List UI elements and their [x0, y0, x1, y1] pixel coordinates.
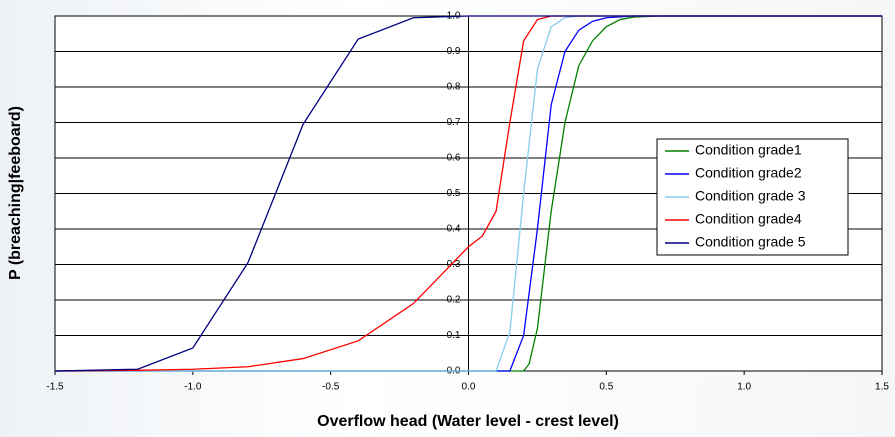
x-tick-label: 1.5 — [875, 382, 889, 393]
legend-label: Condition grade4 — [695, 211, 802, 227]
y-tick-label: 0.6 — [447, 153, 461, 164]
x-tick-label: 0.5 — [599, 382, 613, 393]
y-tick-label: 0.2 — [447, 295, 461, 306]
y-tick-label: 0.7 — [447, 117, 461, 128]
x-axis-title: Overflow head (Water level - crest level… — [317, 413, 619, 430]
legend-label: Condition grade 3 — [695, 188, 806, 204]
y-tick-label: 0.4 — [447, 224, 461, 235]
y-tick-label: 0.8 — [447, 82, 461, 93]
x-tick-label: 1.0 — [737, 382, 751, 393]
y-tick-label: 0.9 — [447, 46, 461, 57]
legend-label: Condition grade2 — [695, 165, 802, 181]
x-tick-label: -1.0 — [184, 382, 202, 393]
x-tick-label: 0.0 — [462, 382, 476, 393]
y-axis-title: P (breaching|feeboard) — [7, 106, 24, 280]
x-tick-label: -0.5 — [322, 382, 340, 393]
x-tick-label: -1.5 — [46, 382, 64, 393]
legend-label: Condition grade 5 — [695, 234, 806, 250]
legend-label: Condition grade1 — [695, 142, 802, 158]
y-tick-label: 0.1 — [447, 330, 461, 341]
chart: Overflow head (Water level - crest level… — [0, 0, 895, 437]
y-tick-label: 0.5 — [447, 188, 461, 199]
y-tick-label: 0.3 — [447, 259, 461, 270]
